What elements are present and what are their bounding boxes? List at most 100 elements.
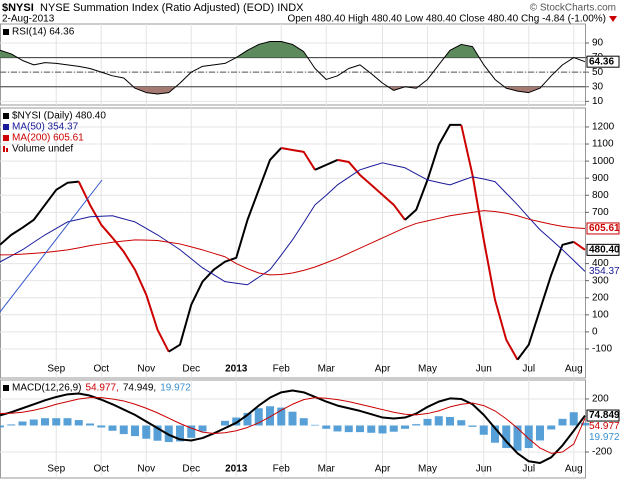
down-arrow xyxy=(609,16,617,22)
x-tick-label: Oct xyxy=(93,364,109,375)
histogram-bar xyxy=(344,425,353,433)
x-tick-label: Jul xyxy=(522,464,535,475)
legend-swatch xyxy=(6,148,8,152)
histogram-bar xyxy=(446,416,454,426)
symbol: $NYSI xyxy=(2,2,34,14)
value-label: 19.972 xyxy=(589,432,620,443)
legend-entry: 19.972 xyxy=(160,383,191,394)
legend-swatch xyxy=(3,135,9,141)
series-line xyxy=(573,241,586,251)
histogram-bar xyxy=(108,425,117,431)
histogram-bar xyxy=(74,420,83,426)
y-tick-label: 700 xyxy=(592,207,609,218)
histogram-bar xyxy=(142,425,151,439)
histogram-bar xyxy=(502,425,511,449)
value-label-box xyxy=(586,243,620,256)
histogram-bar xyxy=(558,418,567,426)
x-tick-label: Feb xyxy=(273,464,291,475)
series-line xyxy=(0,389,586,465)
series-line xyxy=(337,158,406,221)
histogram-bar xyxy=(389,425,398,432)
x-tick-label: May xyxy=(418,464,437,475)
histogram-bar xyxy=(18,421,27,426)
legend-entry: $NYSI (Daily) 480.40 xyxy=(12,111,106,122)
legend-entry: MA(200) 605.61 xyxy=(12,133,84,144)
histogram-bar xyxy=(378,425,387,434)
panel-frame xyxy=(0,23,586,106)
x-tick-label: Jun xyxy=(476,464,492,475)
x-tick-label: Aug xyxy=(565,364,583,375)
y-tick-label: 100 xyxy=(592,309,609,320)
x-tick-label: Dec xyxy=(182,464,200,475)
x-tick-label: Apr xyxy=(375,464,391,475)
series-line xyxy=(516,240,574,361)
histogram-bar xyxy=(581,422,589,426)
x-tick-label: Sep xyxy=(47,464,65,475)
x-tick-label: Feb xyxy=(273,364,291,375)
histogram-bar xyxy=(333,425,342,432)
panel-frame xyxy=(0,379,586,479)
trend-line xyxy=(0,179,103,313)
histogram-bar xyxy=(547,425,556,430)
histogram-bar xyxy=(119,425,128,435)
y-tick-label: 1200 xyxy=(592,122,615,133)
histogram-bar xyxy=(513,425,522,451)
histogram-bar xyxy=(288,411,297,426)
series-line xyxy=(0,397,586,454)
histogram-bar xyxy=(97,425,106,428)
histogram-bar xyxy=(254,408,263,426)
series-line xyxy=(0,41,586,95)
y-tick-label: 200 xyxy=(592,394,609,405)
histogram-bar xyxy=(63,418,72,426)
x-tick-label: Nov xyxy=(137,464,155,475)
legend-swatch xyxy=(3,146,5,152)
histogram-bar xyxy=(491,425,499,443)
y-tick-label: 200 xyxy=(592,292,609,303)
histogram-bar xyxy=(401,425,409,429)
series-line xyxy=(0,162,586,286)
x-tick-label: Nov xyxy=(137,364,155,375)
legend-swatch xyxy=(3,113,9,119)
x-tick-label: Aug xyxy=(565,464,583,475)
legend-entry: 74.949, xyxy=(123,383,156,394)
y-tick-label: 800 xyxy=(592,190,609,201)
histogram-bar xyxy=(7,424,16,426)
y-tick-label: 900 xyxy=(592,173,609,184)
legend-title: MACD(12,26,9) xyxy=(12,383,81,394)
histogram-bar xyxy=(187,425,196,438)
histogram-bar xyxy=(468,425,477,427)
y-tick-label: 1100 xyxy=(592,139,614,150)
histogram-bar xyxy=(277,407,286,426)
x-tick-label: Jun xyxy=(476,364,492,375)
value-label: 64.36 xyxy=(589,56,614,67)
y-tick-label: 90 xyxy=(592,38,604,49)
histogram-bar xyxy=(198,425,207,432)
series-line xyxy=(77,181,170,353)
histogram-bar xyxy=(266,406,274,426)
value-label: 74.849 xyxy=(589,410,620,421)
legend-swatch xyxy=(3,124,9,130)
series-line xyxy=(314,159,338,171)
y-tick-label: 30 xyxy=(592,81,604,92)
series-line xyxy=(404,123,462,221)
legend-entry: MA(50) 354.37 xyxy=(12,122,79,133)
series-line xyxy=(281,146,316,171)
histogram-bar xyxy=(86,423,94,426)
histogram-bar xyxy=(322,425,331,429)
value-label-box xyxy=(586,55,620,68)
series-line xyxy=(0,180,79,246)
x-tick-label: Oct xyxy=(93,464,109,475)
value-label: 605.61 xyxy=(589,223,620,234)
y-tick-label: -200 xyxy=(592,447,612,458)
y-tick-label: -100 xyxy=(592,344,612,355)
histogram-bar xyxy=(29,419,38,426)
histogram-bar xyxy=(131,425,139,437)
legend-entry: 54.977, xyxy=(85,383,118,394)
histogram-bar xyxy=(176,425,184,442)
legend-icon xyxy=(3,385,9,391)
histogram-bar xyxy=(41,418,49,426)
value-label: 480.40 xyxy=(589,244,620,255)
histogram-bar xyxy=(52,418,61,426)
series-line xyxy=(460,124,519,361)
